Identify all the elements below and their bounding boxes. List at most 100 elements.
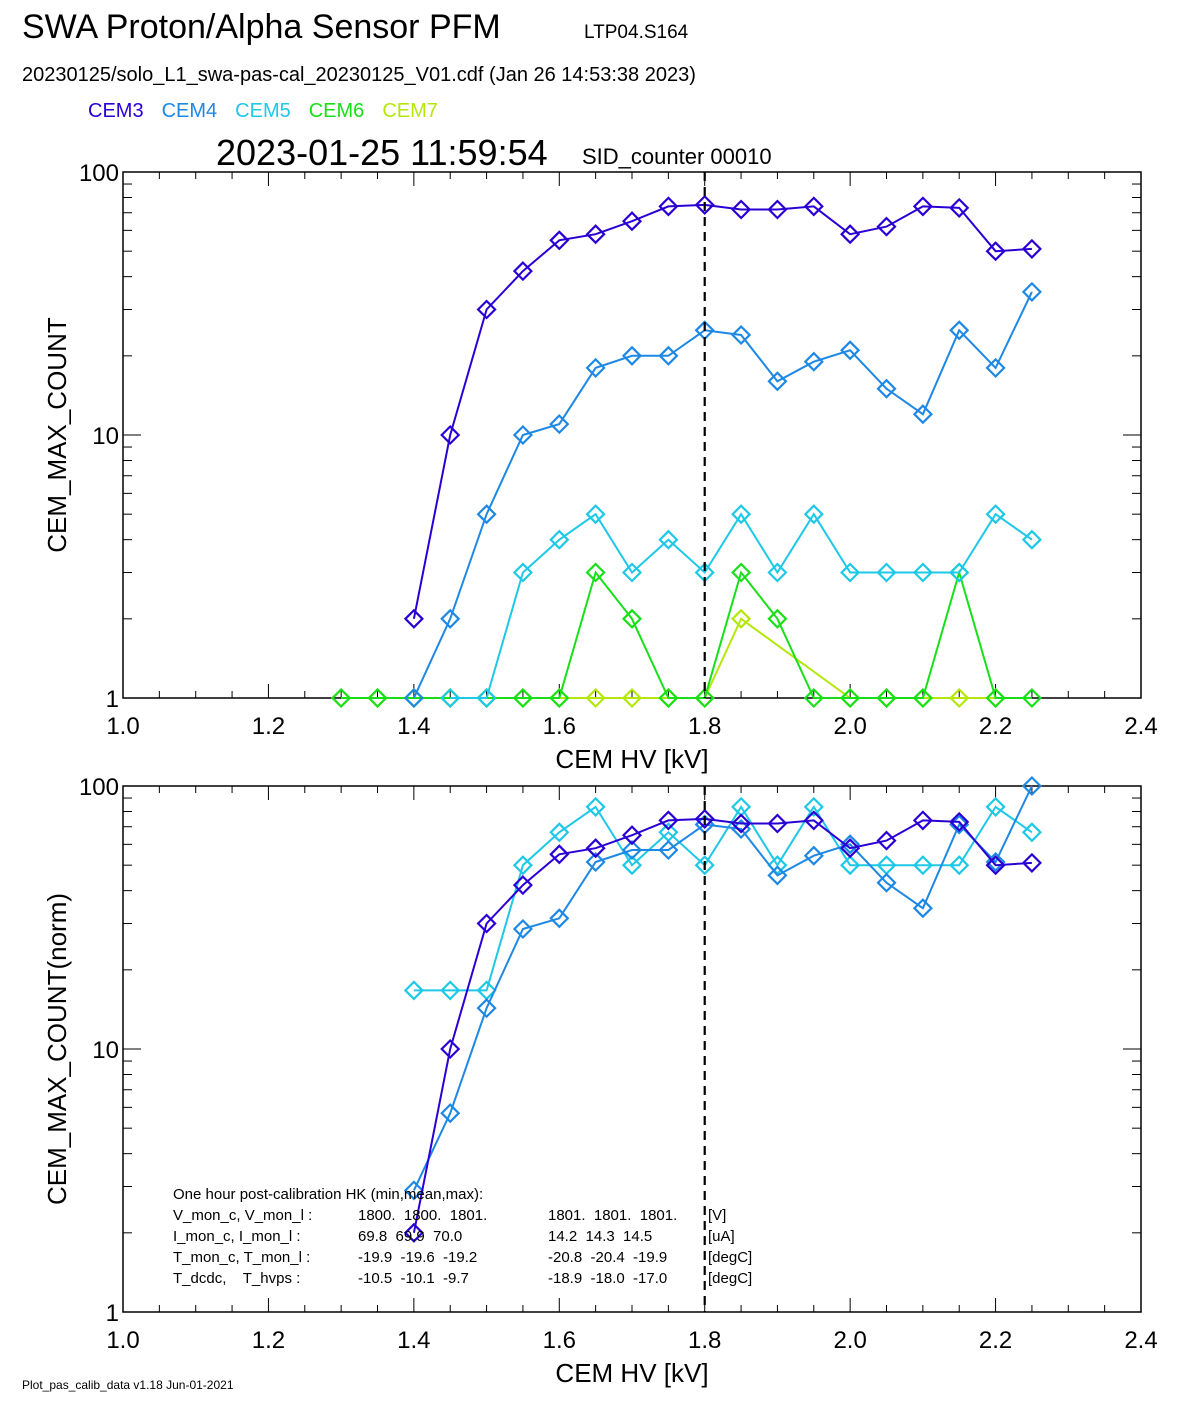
x-tick-label: 1.8 xyxy=(688,1327,721,1354)
data-point-cem4 xyxy=(403,687,424,709)
data-point-cem5 xyxy=(767,562,788,583)
data-point-cem3 xyxy=(803,196,824,217)
chart-title: SWA Proton/Alpha Sensor PFM xyxy=(22,8,501,46)
data-point-cem5 xyxy=(1021,822,1042,843)
data-point-cem5 xyxy=(512,855,533,876)
data-point-cem6 xyxy=(694,687,715,709)
x-tick-label: 1.4 xyxy=(397,1327,430,1354)
x-tick-label: 1.0 xyxy=(106,1327,139,1354)
data-point-cem5 xyxy=(621,855,643,876)
data-point-cem3 xyxy=(512,261,533,282)
x-axis-label: CEM HV [kV] xyxy=(555,1358,708,1388)
x-axis-label: CEM HV [kV] xyxy=(555,744,708,774)
hk-unit: [degC] xyxy=(708,1270,752,1287)
hk-c: 1800. 1800. 1801. xyxy=(358,1207,487,1224)
series-line-cem6 xyxy=(341,568,1032,699)
data-point-cem6 xyxy=(985,687,1006,709)
data-point-cem4 xyxy=(440,1103,461,1124)
x-tick-label: 1.0 xyxy=(106,713,139,740)
data-point-cem6 xyxy=(731,562,752,583)
data-point-cem4 xyxy=(985,357,1006,378)
data-point-cem4 xyxy=(731,324,752,346)
data-point-cem3 xyxy=(694,808,715,829)
data-point-cem6 xyxy=(512,687,533,709)
data-point-cem4 xyxy=(949,320,970,341)
series-line-cem3 xyxy=(412,203,1032,619)
data-point-cem5 xyxy=(403,980,424,1001)
legend-entry-cem6: CEM6 xyxy=(308,100,365,122)
legend-entry-cem4: CEM4 xyxy=(161,100,218,122)
data-point-cem3 xyxy=(476,299,497,320)
data-point-cem5 xyxy=(949,855,970,876)
data-point-cem3 xyxy=(403,1222,424,1243)
data-point-cem5 xyxy=(840,855,861,876)
data-layer xyxy=(403,775,1042,1243)
data-point-cem6 xyxy=(803,687,824,709)
data-point-cem4 xyxy=(512,424,533,446)
data-point-cem6 xyxy=(367,687,388,709)
data-point-cem4 xyxy=(512,918,533,940)
data-point-cem5 xyxy=(512,562,533,583)
chart-2: 1.0 1.2 1.4 1.6 1.8 2.0 2.2 2.4 1 10 100 CEM HV [kV… xyxy=(42,774,1158,1388)
data-point-cem7 xyxy=(731,608,752,629)
data-point-cem4 xyxy=(403,1180,424,1201)
y-tick-label: 10 xyxy=(92,423,119,450)
data-point-cem4 xyxy=(621,345,643,366)
data-point-cem7 xyxy=(585,687,606,709)
chart-subtitle: 20230125/solo_L1_swa-pas-cal_20230125_V0… xyxy=(22,64,696,86)
data-point-cem4 xyxy=(767,865,788,886)
x-tick-label: 1.6 xyxy=(543,713,576,740)
data-point-cem3 xyxy=(985,241,1006,262)
series-line-cem7 xyxy=(341,617,996,699)
data-point-cem5 xyxy=(985,504,1006,525)
data-point-cem3 xyxy=(476,913,497,934)
data-point-cem6 xyxy=(658,687,679,709)
data-point-cem3 xyxy=(621,825,643,846)
x-tick-label: 2.2 xyxy=(979,713,1012,740)
hk-unit: [V] xyxy=(708,1207,726,1224)
data-point-cem4 xyxy=(476,998,497,1019)
hk-l: -18.9 -18.0 -17.0 xyxy=(548,1270,667,1287)
data-point-cem3 xyxy=(403,608,424,629)
x-tick-label: 1.8 xyxy=(688,713,721,740)
data-point-cem3 xyxy=(949,811,970,832)
x-tick-label: 1.2 xyxy=(252,1327,285,1354)
data-point-cem4 xyxy=(876,378,897,399)
hk-unit: [degC] xyxy=(708,1249,752,1266)
legend-entry-cem3: CEM3 xyxy=(88,100,144,122)
legend-entry-cem7: CEM7 xyxy=(382,100,438,122)
x-tick-label: 1.2 xyxy=(252,713,285,740)
data-point-cem5 xyxy=(658,529,679,550)
data-point-cem4 xyxy=(549,908,570,929)
y-tick-label: 10 xyxy=(92,1037,119,1064)
data-point-cem7 xyxy=(621,687,643,709)
data-point-cem3 xyxy=(440,1038,461,1060)
data-point-cem5 xyxy=(912,855,933,876)
data-point-cem7 xyxy=(949,687,970,709)
hk-table: One hour post-calibration HK (min,mean,m… xyxy=(173,1186,752,1287)
hk-c: -10.5 -10.1 -9.7 xyxy=(358,1270,469,1287)
chart-title-code: LTP04.S164 xyxy=(584,22,689,43)
data-point-cem3 xyxy=(658,810,679,831)
data-point-cem5 xyxy=(803,796,824,817)
data-point-cem3 xyxy=(694,194,715,215)
data-point-cem5 xyxy=(876,562,897,583)
data-point-cem3 xyxy=(840,838,861,859)
y-tick-label: 1 xyxy=(106,1300,119,1327)
data-point-cem5 xyxy=(985,796,1006,817)
data-point-cem5 xyxy=(840,562,861,583)
data-point-cem4 xyxy=(876,872,897,893)
data-point-cem5 xyxy=(949,562,970,583)
hk-l: 14.2 14.3 14.5 xyxy=(548,1228,652,1245)
data-point-cem3 xyxy=(985,855,1006,876)
x-tick-label: 2.4 xyxy=(1124,1327,1157,1354)
data-point-cem5 xyxy=(549,822,570,843)
data-point-cem5 xyxy=(1021,529,1042,550)
data-point-cem5 xyxy=(912,562,933,583)
x-tick-label: 2.2 xyxy=(979,1327,1012,1354)
data-point-cem5 xyxy=(767,855,788,876)
chart-1: 1.0 1.2 1.4 1.6 1.8 2.0 2.2 2.4 1 10 100 CEM HV [kV… xyxy=(42,160,1158,774)
data-point-cem3 xyxy=(767,813,788,834)
data-point-cem4 xyxy=(767,371,788,392)
data-point-cem3 xyxy=(949,197,970,218)
